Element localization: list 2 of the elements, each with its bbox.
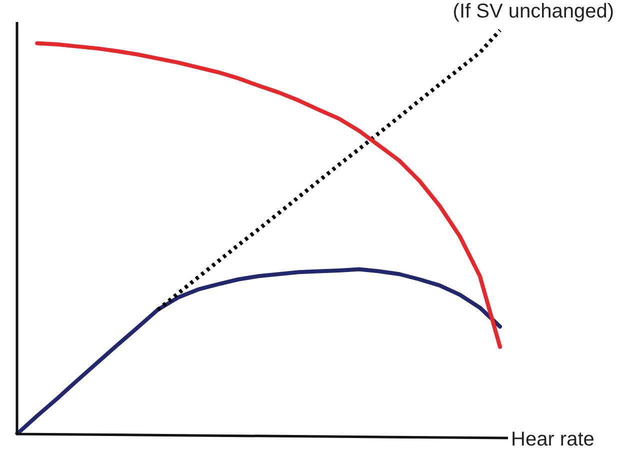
- x-axis-title: Hear rate: [511, 428, 594, 451]
- text: (If SV unchanged): [452, 0, 614, 23]
